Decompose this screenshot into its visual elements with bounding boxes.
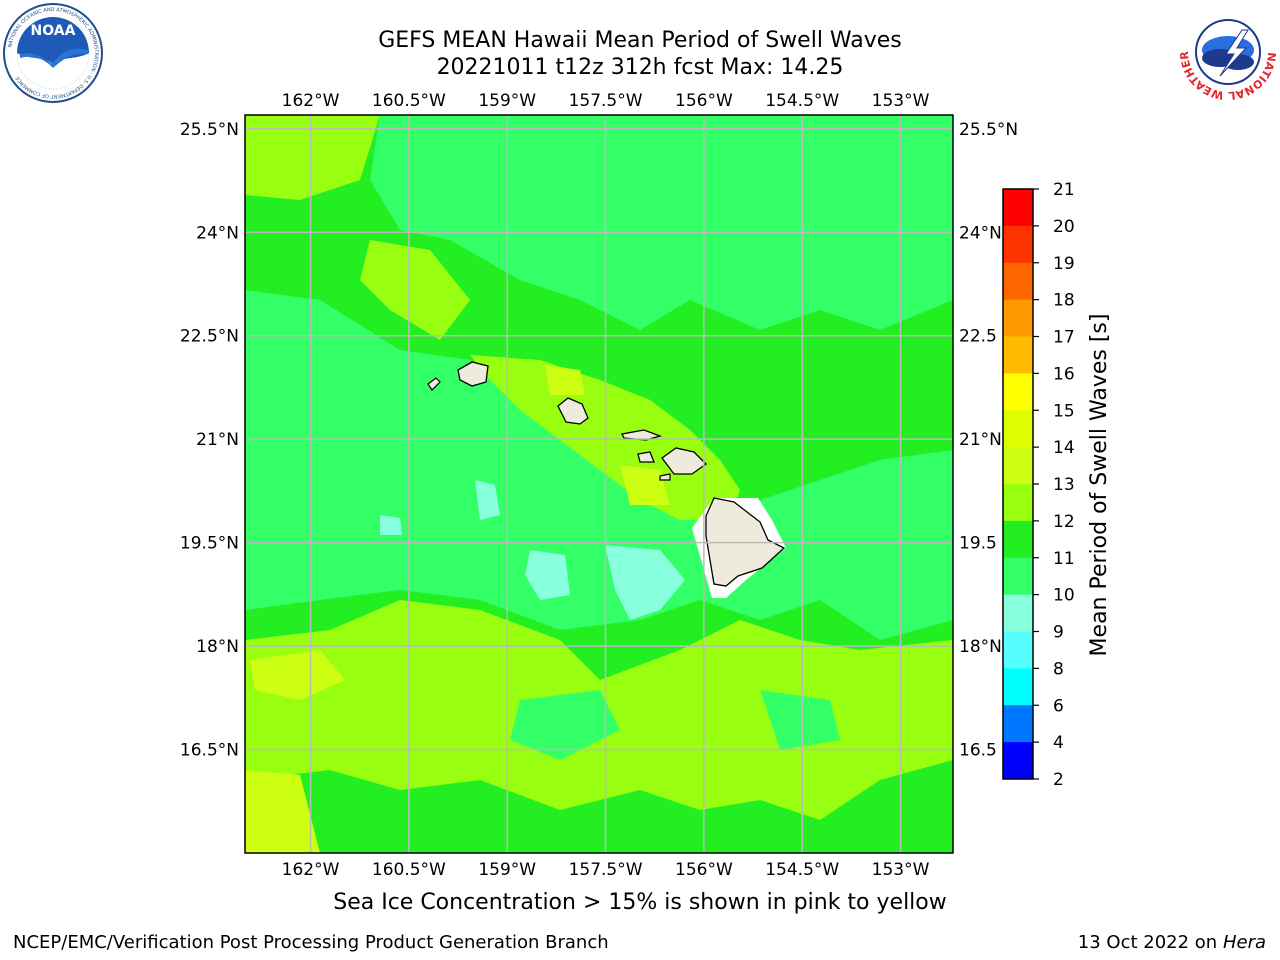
map-caption: Sea Ice Concentration > 15% is shown in … [333,890,947,915]
latitude-labels-left: 25.5°N 24°N 22.5°N 21°N 19.5°N 18°N 16.5°N [180,120,239,761]
lat-label-right: 22.5 [959,327,997,347]
lat-label-right: 16.5 [959,741,997,761]
lat-label-right: 21°N [959,430,1002,450]
lon-label-bottom: 154.5°W [765,860,839,880]
footer-credit: NCEP/EMC/Verification Post Processing Pr… [13,932,609,953]
lat-label-right: 25.5°N [959,120,1018,140]
colorbar: 21 20 19 18 17 16 15 14 13 12 11 10 9 8 6 4 2 [1002,180,1075,790]
lat-label-left: 19.5°N [180,534,239,554]
swell-period-field [245,115,953,853]
lon-label-top: 156°W [675,91,733,111]
map-subtitle: 20221011 t12z 312h fcst Max: 14.25 [436,55,844,80]
lon-label-bottom: 153°W [872,860,930,880]
longitude-labels-bottom: 162°W 160.5°W 159°W 157.5°W 156°W 154.5°W 153°… [282,860,930,880]
map-frame [244,114,954,854]
lon-label-bottom: 162°W [282,860,340,880]
lon-label-top: 160.5°W [372,91,446,111]
colorbar-segment [1003,520,1033,559]
colorbar-segment [1003,705,1033,743]
footer-date-text: 13 Oct 2022 on [1077,932,1223,953]
lon-label-bottom: 159°W [478,860,536,880]
colorbar-tick-label: 15 [1053,401,1075,421]
colorbar-tick-label: 9 [1053,623,1064,643]
colorbar-tick-label: 21 [1053,180,1075,200]
colorbar-tick-label: 18 [1053,291,1075,311]
lon-label-bottom: 160.5°W [372,860,446,880]
lat-label-left: 25.5°N [180,120,239,140]
colorbar-segment [1003,594,1033,632]
colorbar-tick-label: 4 [1053,733,1064,753]
colorbar-segment [1003,189,1033,227]
colorbar-segment [1003,410,1033,448]
colorbar-tick-label: 10 [1053,586,1075,606]
colorbar-label: Mean Period of Swell Waves [s] [1087,314,1112,657]
map-title: GEFS MEAN Hawaii Mean Period of Swell Wa… [378,28,902,53]
colorbar-segment [1003,262,1033,301]
latitude-labels-right: 25.5°N 24°N 22.5 21°N 19.5 18°N 16.5 [959,120,1018,761]
colorbar-tick-label: 13 [1053,475,1075,495]
land-masses [427,361,786,598]
lon-label-top: 154.5°W [765,91,839,111]
colorbar-segment [1003,742,1033,780]
noaa-logo: NOAA NATIONAL OCEANIC AND ATMOSPHERIC AD… [3,3,103,103]
lon-label-top: 159°W [478,91,536,111]
colorbar-tick-label: 6 [1053,696,1064,716]
colorbar-segment [1003,225,1033,264]
footer-date: 13 Oct 2022 on Hera [1078,932,1266,953]
nws-logo: NATIONAL WEATHER SERVICE [1176,0,1278,102]
lat-label-left: 22.5°N [180,327,239,347]
lat-label-left: 18°N [196,637,239,657]
colorbar-segment [1003,336,1033,374]
lat-label-left: 24°N [196,223,239,243]
colorbar-segment [1003,557,1033,596]
colorbar-tick-label: 17 [1053,328,1075,348]
colorbar-segment [1003,668,1033,706]
colorbar-tick-label: 12 [1053,512,1075,532]
lat-label-right: 19.5 [959,534,997,554]
colorbar-segment [1003,373,1033,411]
colorbar-segment [1003,484,1033,522]
colorbar-tick-label: 16 [1053,364,1075,384]
colorbar-tick-label: 19 [1053,254,1075,274]
colorbar-segment [1003,447,1033,485]
lon-label-top: 162°W [282,91,340,111]
lon-label-top: 157.5°W [569,91,643,111]
colorbar-segment [1003,299,1033,337]
lat-label-left: 16.5°N [180,741,239,761]
lon-label-top: 153°W [872,91,930,111]
colorbar-segment [1003,631,1033,669]
map-graticule [245,115,953,853]
lon-label-bottom: 156°W [675,860,733,880]
colorbar-tick-label: 14 [1053,438,1075,458]
footer-host: Hera [1222,932,1266,953]
colorbar-tick-label: 2 [1053,770,1064,790]
longitude-labels-top: 162°W 160.5°W 159°W 157.5°W 156°W 154.5°W 153°… [282,91,930,111]
colorbar-tick-label: 8 [1053,659,1064,679]
lat-label-right: 24°N [959,223,1002,243]
colorbar-tick-label: 11 [1053,549,1075,569]
lat-label-left: 21°N [196,430,239,450]
lat-label-right: 18°N [959,637,1002,657]
lon-label-bottom: 157.5°W [569,860,643,880]
colorbar-tick-label: 20 [1053,217,1075,237]
noaa-logo-text: NOAA [31,23,76,39]
